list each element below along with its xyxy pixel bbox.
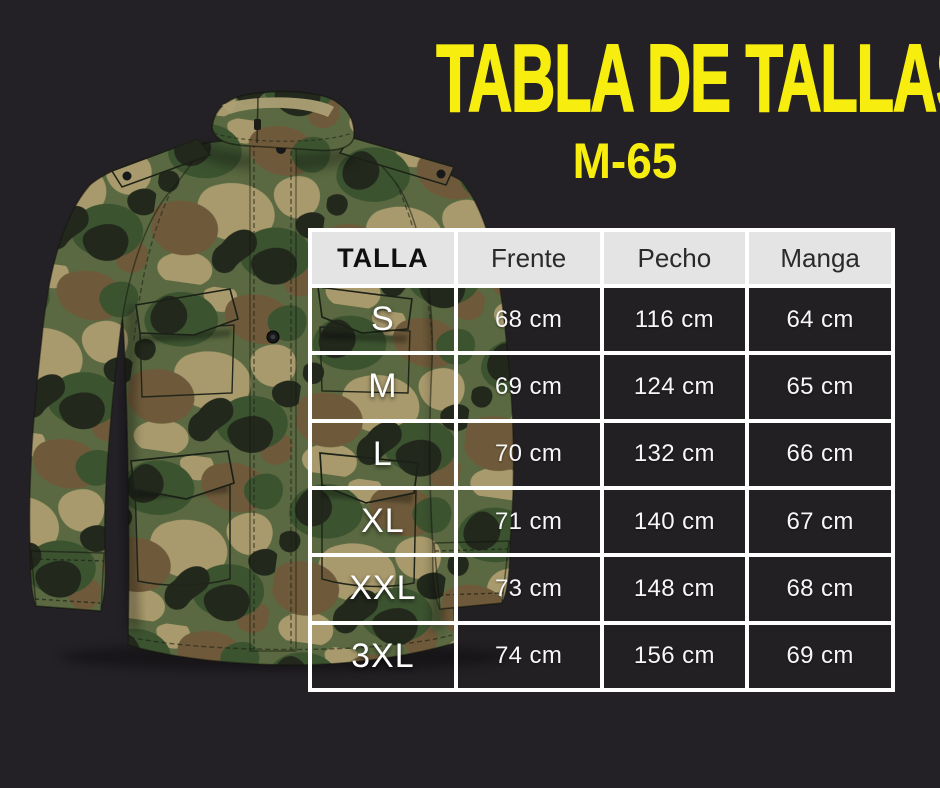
pecho-value-m: 124 cm	[601, 353, 748, 421]
size-label-xxl: XXL	[310, 555, 456, 623]
manga-value-m: 65 cm	[747, 353, 893, 421]
frente-value-l: 70 cm	[455, 420, 602, 488]
pecho-value-xl: 140 cm	[601, 488, 748, 556]
size-label-s: S	[310, 286, 456, 354]
manga-value-s: 64 cm	[747, 286, 893, 354]
product-model-label: M-65	[572, 132, 678, 189]
frente-value-xl: 71 cm	[455, 488, 602, 556]
header-block: TABLA DE TALLAS M-65	[330, 25, 940, 189]
manga-value-xl: 67 cm	[747, 488, 893, 556]
column-header-manga: Manga	[747, 230, 893, 286]
manga-value-xxl: 68 cm	[747, 555, 893, 623]
manga-value-l: 66 cm	[747, 420, 893, 488]
pecho-value-l: 132 cm	[601, 420, 748, 488]
size-label-xl: XL	[310, 488, 456, 556]
frente-value-s: 68 cm	[455, 286, 602, 354]
frente-value-xxl: 73 cm	[455, 555, 602, 623]
frente-value-m: 69 cm	[455, 353, 602, 421]
page-title: TABLA DE TALLAS	[436, 25, 940, 132]
pecho-value-3xl: 156 cm	[601, 622, 748, 690]
size-label-l: L	[310, 420, 456, 488]
column-header-talla: TALLA	[310, 230, 456, 286]
pecho-value-xxl: 148 cm	[601, 555, 748, 623]
column-header-frente: Frente	[455, 230, 602, 286]
column-header-pecho: Pecho	[601, 230, 748, 286]
frente-value-3xl: 74 cm	[455, 622, 602, 690]
manga-value-3xl: 69 cm	[747, 622, 893, 690]
pecho-value-s: 116 cm	[601, 286, 748, 354]
size-label-m: M	[310, 353, 456, 421]
size-table: TALLA Frente Pecho Manga S 68 cm 116 cm …	[308, 228, 895, 692]
size-label-3xl: 3XL	[310, 622, 456, 690]
